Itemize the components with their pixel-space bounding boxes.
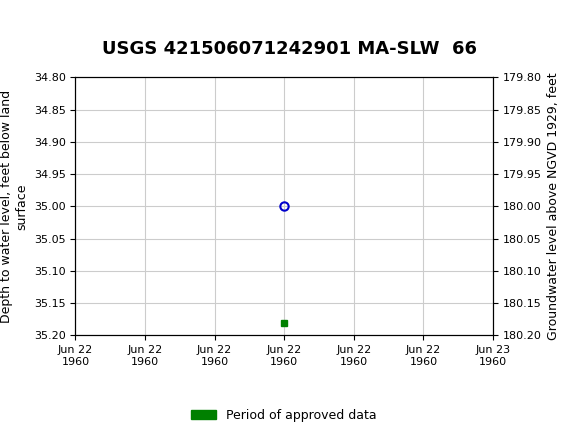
Text: USGS 421506071242901 MA-SLW  66: USGS 421506071242901 MA-SLW 66: [103, 40, 477, 58]
Y-axis label: Groundwater level above NGVD 1929, feet: Groundwater level above NGVD 1929, feet: [548, 73, 560, 340]
Text: ≣USGS: ≣USGS: [12, 16, 99, 36]
Legend: Period of approved data: Period of approved data: [186, 404, 382, 427]
Y-axis label: Depth to water level, feet below land
surface: Depth to water level, feet below land su…: [0, 90, 28, 323]
